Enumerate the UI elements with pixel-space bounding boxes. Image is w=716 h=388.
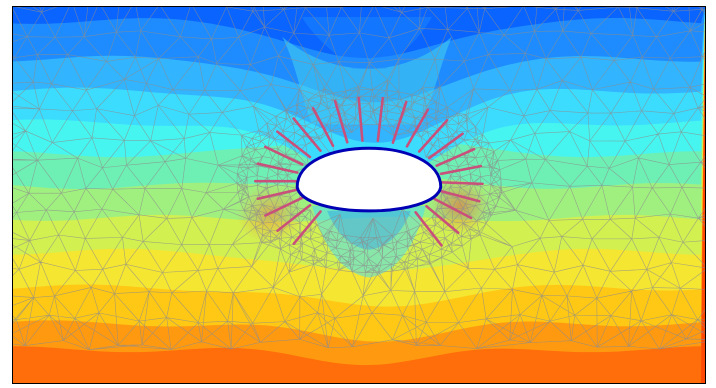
rock-bolt: [264, 196, 304, 217]
rock-bolt: [439, 164, 483, 176]
rock-bolt: [425, 204, 460, 235]
rock-bolt: [428, 132, 464, 160]
rock-bolt: [292, 210, 322, 246]
rock-bolt: [333, 100, 349, 144]
rock-bolt: [438, 189, 481, 203]
plot-canvas: [12, 6, 706, 384]
rock-bolt: [256, 188, 299, 201]
rock-bolt: [292, 117, 322, 153]
rock-bolt: [391, 100, 408, 144]
rock-bolt: [376, 96, 385, 143]
rock-bolt: [357, 96, 364, 142]
rock-bolt: [311, 106, 335, 148]
rock-bolt: [405, 108, 430, 148]
rock-bolt: [414, 211, 443, 247]
contour-plot: [13, 7, 705, 383]
tunnel-outline: [295, 146, 443, 213]
lower-core: [327, 210, 411, 250]
upper-notch: [302, 16, 432, 69]
lower-wedge: [312, 205, 426, 278]
tunnel-opening: [295, 146, 443, 213]
rock-bolt: [435, 147, 476, 167]
rock-bolt: [440, 181, 484, 186]
rock-bolt: [263, 145, 304, 166]
rock-bolt: [256, 162, 299, 174]
rock-bolts: [254, 96, 484, 247]
rock-bolt: [276, 203, 312, 233]
rock-bolt: [417, 119, 449, 153]
rock-bolt: [276, 130, 312, 159]
rock-bolt: [433, 197, 473, 220]
